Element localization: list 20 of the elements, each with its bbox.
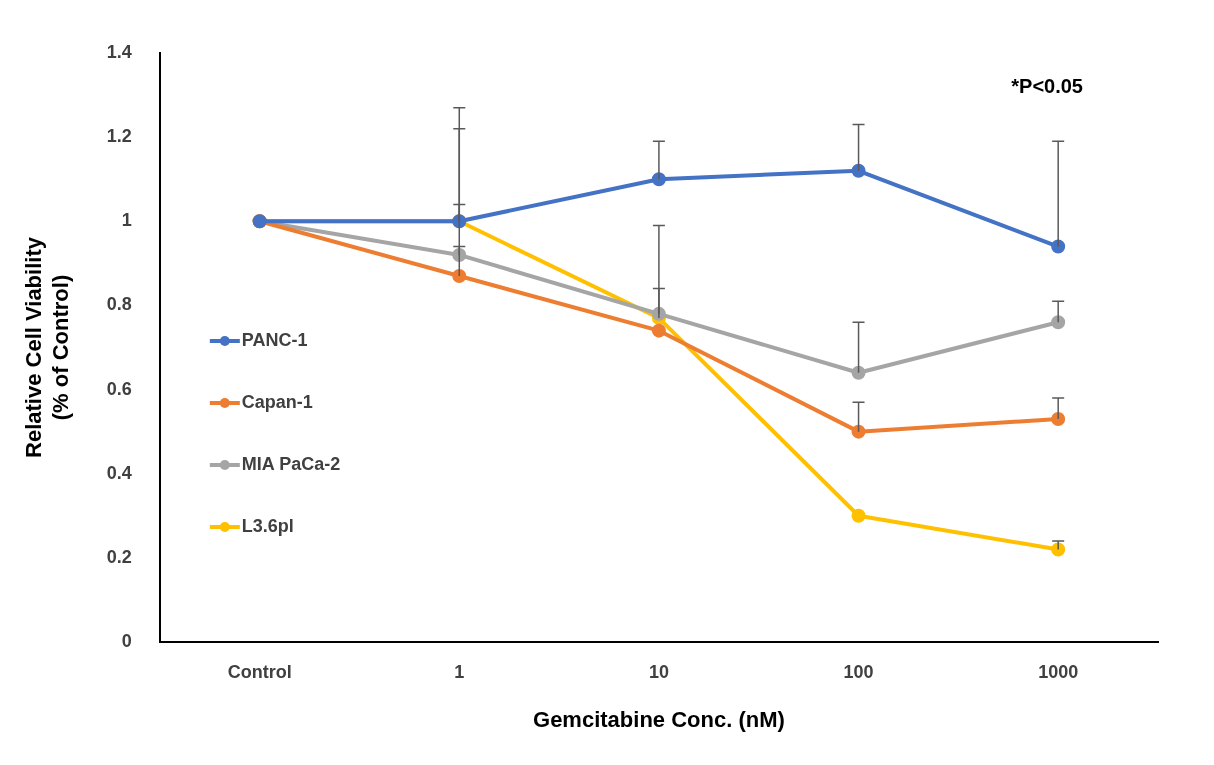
- x-tick-label: Control: [227, 661, 292, 682]
- legend-label: L3.6pl: [241, 515, 294, 536]
- x-tick-label: 100: [843, 661, 874, 682]
- x-axis-title: Gemcitabine Conc. (nM): [533, 706, 785, 732]
- x-tick-label: 1000: [1038, 661, 1079, 682]
- y-tick-label: 0.6: [106, 378, 132, 399]
- y-axis-title: Relative Cell Viability (% of Control): [21, 236, 73, 458]
- y-tick-label: 1: [121, 210, 132, 231]
- x-tick-label: 10: [648, 661, 669, 682]
- y-tick-label: 0.2: [106, 546, 132, 567]
- y-tick-label: 1.2: [106, 126, 132, 147]
- legend-label: PANC-1: [241, 329, 308, 350]
- x-tick-label: 1: [454, 661, 465, 682]
- y-tick-label: 1.4: [106, 41, 132, 62]
- legend-label: Capan-1: [241, 391, 313, 412]
- y-tick-label: 0.4: [106, 462, 132, 483]
- annotation: *P<0.05: [1011, 74, 1083, 97]
- legend-label: MIA PaCa-2: [241, 453, 341, 474]
- y-tick-label: 0.8: [106, 294, 132, 315]
- y-tick-label: 0: [121, 630, 132, 651]
